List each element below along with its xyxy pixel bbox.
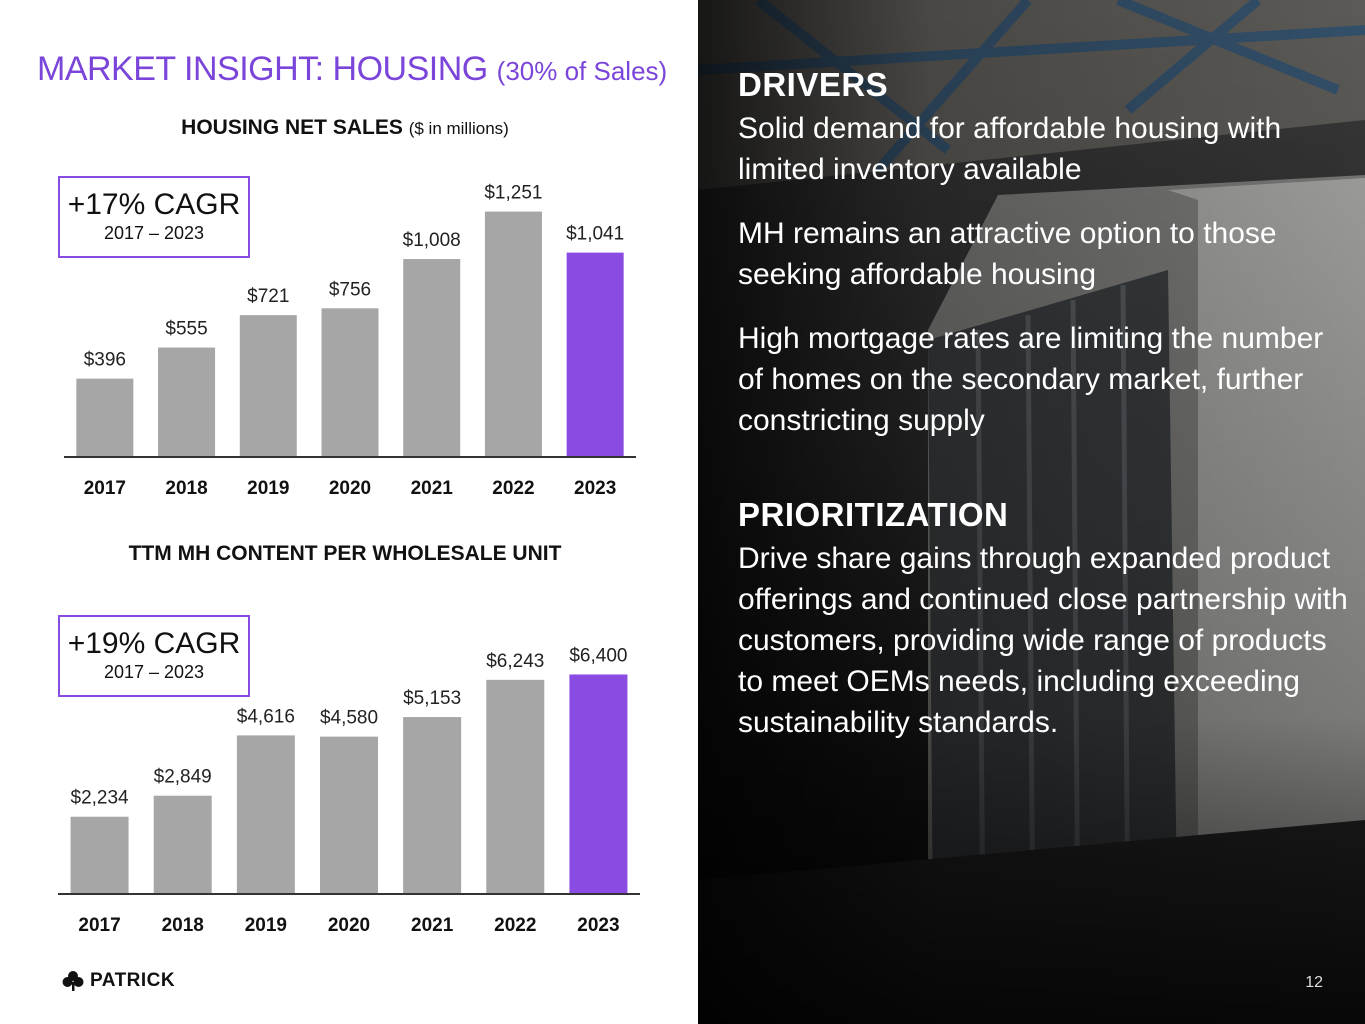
net-sales-cagr: +17% CAGR xyxy=(67,188,241,221)
warehouse-background-image xyxy=(698,0,1365,1024)
net-sales-value-label: $721 xyxy=(247,286,289,307)
page-title: MARKET INSIGHT: HOUSING (30% of Sales) xyxy=(37,50,668,88)
net-sales-cagr-period: 2017 – 2023 xyxy=(103,223,205,243)
net-sales-bar-2021 xyxy=(403,259,461,456)
net-sales-unit: ($ in millions) xyxy=(408,119,509,138)
content-year-label: 2023 xyxy=(577,915,619,936)
content-bar-2017 xyxy=(70,816,129,893)
content-value-label: $6,400 xyxy=(569,645,627,666)
content-year-label: 2018 xyxy=(162,915,204,936)
logo-text: PATRICK xyxy=(90,970,176,991)
content-year-label: 2017 xyxy=(78,915,120,936)
content-value-label: $2,234 xyxy=(71,788,130,809)
left-panel: MARKET INSIGHT: HOUSING (30% of Sales) H… xyxy=(37,50,668,992)
net-sales-bar-2017 xyxy=(76,378,134,456)
content-value-label: $4,580 xyxy=(320,708,378,729)
content-bar-2020 xyxy=(320,736,378,893)
drivers-heading: DRIVERS xyxy=(738,66,889,103)
content-year-label: 2022 xyxy=(494,915,536,936)
right-panel: DRIVERS Solid demand for affordable hous… xyxy=(698,0,1365,1024)
content-value-label: $6,243 xyxy=(486,651,544,672)
content-value-label: $4,616 xyxy=(237,706,295,727)
net-sales-year-label: 2017 xyxy=(84,478,126,499)
prioritization-heading: PRIORITIZATION xyxy=(738,496,1009,533)
content-bar-2021 xyxy=(403,717,462,893)
content-bar-chart: $2,234 2017 $2,849 2018 $4,616 2019 $4,580 2020… xyxy=(58,645,640,936)
net-sales-bar-chart: $396 2017 $555 2018 $721 2019 $756 2020 $1,008 20… xyxy=(64,183,636,499)
net-sales-year-label: 2021 xyxy=(411,478,454,499)
net-sales-value-label: $396 xyxy=(84,350,126,371)
net-sales-value-label: $1,041 xyxy=(566,224,624,245)
net-sales-bar-2018 xyxy=(158,347,216,456)
net-sales-year-label: 2019 xyxy=(247,478,289,499)
net-sales-value-label: $555 xyxy=(165,319,207,340)
net-sales-bar-2022 xyxy=(484,211,542,456)
net-sales-year-label: 2020 xyxy=(329,478,371,499)
page-number: 12 xyxy=(1305,974,1323,991)
content-bar-2018 xyxy=(153,795,212,893)
content-cagr: +19% CAGR xyxy=(67,627,241,660)
page-title-suffix: (30% of Sales) xyxy=(496,56,668,86)
content-value-label: $2,849 xyxy=(154,767,212,788)
content-cagr-box: +19% CAGR 2017 – 2023 xyxy=(58,615,250,697)
drivers-section: DRIVERS Solid demand for affordable hous… xyxy=(738,66,1348,441)
net-sales-year-label: 2022 xyxy=(492,478,534,499)
patrick-logo: PATRICK xyxy=(62,970,175,992)
net-sales-bar-2020 xyxy=(321,308,379,456)
prioritization-text: Drive share gains through expanded produ… xyxy=(738,542,1348,739)
net-sales-value-label: $1,008 xyxy=(403,230,461,251)
content-bar-2023 xyxy=(569,674,628,893)
content-chart-title: TTM MH CONTENT PER WHOLESALE UNIT xyxy=(128,542,562,565)
net-sales-bar-2019 xyxy=(239,315,297,456)
net-sales-cagr-box: +17% CAGR 2017 – 2023 xyxy=(58,176,250,258)
net-sales-bar-2023 xyxy=(566,252,624,456)
net-sales-value-label: $756 xyxy=(329,279,371,300)
net-sales-value-label: $1,251 xyxy=(484,183,542,204)
content-cagr-period: 2017 – 2023 xyxy=(103,662,205,682)
content-bar-2019 xyxy=(236,735,295,893)
content-year-label: 2021 xyxy=(411,915,454,936)
driver-point: Solid demand for affordable housing with… xyxy=(738,112,1282,186)
content-year-label: 2019 xyxy=(245,915,287,936)
content-bar-2022 xyxy=(486,679,545,893)
net-sales-year-label: 2023 xyxy=(574,478,616,499)
net-sales-year-label: 2018 xyxy=(165,478,207,499)
content-year-label: 2020 xyxy=(328,915,370,936)
driver-point: High mortgage rates are limiting the num… xyxy=(738,322,1324,437)
prioritization-section: PRIORITIZATION Drive share gains through… xyxy=(738,496,1348,743)
content-value-label: $5,153 xyxy=(403,688,461,709)
net-sales-chart-title: HOUSING NET SALES ($ in millions) xyxy=(181,116,509,139)
driver-point: MH remains an attractive option to those… xyxy=(738,217,1277,291)
clover-icon xyxy=(62,971,84,991)
